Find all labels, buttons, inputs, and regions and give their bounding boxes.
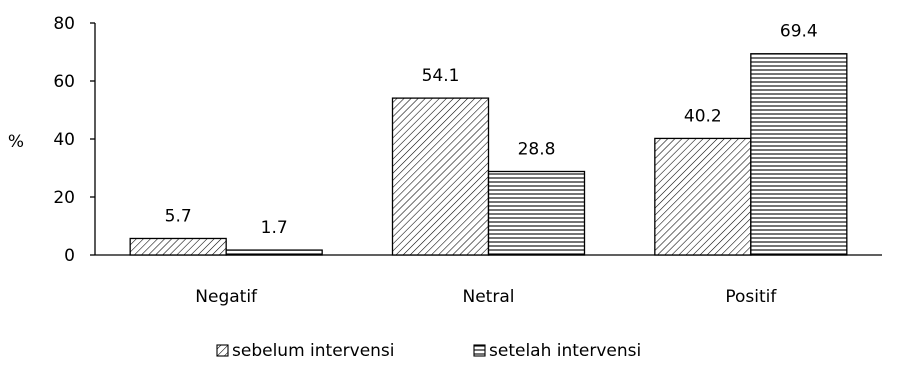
bar-setelah-intervensi-negatif (225, 249, 323, 256)
x-tick-label: Positif (725, 287, 777, 307)
y-tick-label: 60 (53, 72, 75, 92)
legend-entry: sebelum intervensi (232, 341, 395, 361)
y-tick-label: 40 (53, 130, 75, 150)
data-label: 69.4 (780, 22, 818, 42)
bar-sebelum-intervensi-positif (654, 137, 752, 256)
y-tick-label: 0 (64, 246, 75, 266)
bar-setelah-intervensi-netral (487, 170, 586, 256)
y-axis-label: % (8, 132, 24, 152)
x-tick-label: Netral (463, 287, 515, 307)
data-label: 28.8 (518, 139, 556, 159)
bar-sebelum-intervensi-netral (391, 97, 490, 256)
y-tick-label: 80 (53, 14, 75, 34)
data-label: 54.1 (422, 66, 460, 86)
data-label: 5.7 (165, 206, 192, 226)
legend-entry: setelah intervensi (489, 341, 641, 361)
y-tick-label: 20 (53, 188, 75, 208)
data-label: 40.2 (684, 106, 722, 126)
legend-swatch (216, 344, 229, 357)
data-label: 1.7 (261, 218, 288, 238)
bar-setelah-intervensi-positif (750, 53, 848, 256)
bar-sebelum-intervensi-negatif (129, 237, 227, 256)
legend-swatch (473, 344, 486, 357)
x-tick-label: Negatif (195, 287, 258, 307)
